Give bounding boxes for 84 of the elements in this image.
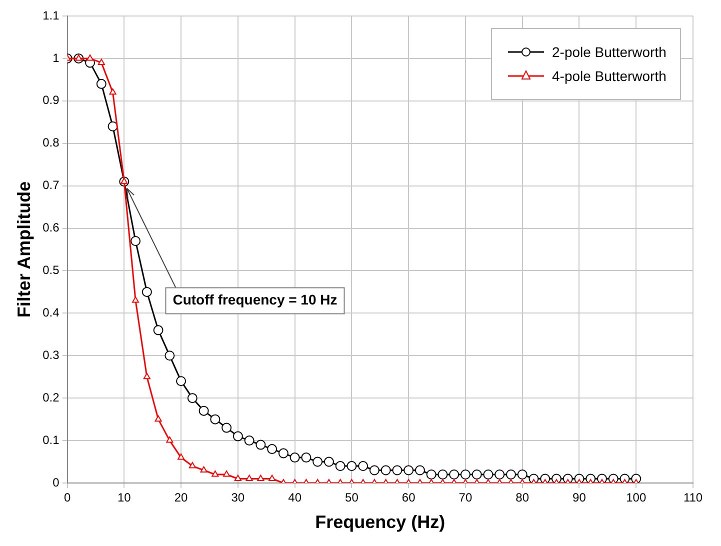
point	[404, 465, 414, 476]
point	[210, 414, 220, 424]
legend-label: 4-pole Butterworth	[552, 68, 666, 84]
point	[98, 58, 105, 65]
point	[109, 88, 116, 95]
point	[200, 466, 208, 473]
point	[86, 54, 94, 61]
point	[392, 465, 402, 476]
point	[153, 325, 164, 336]
point	[166, 436, 174, 443]
point	[335, 461, 346, 472]
point	[244, 436, 254, 446]
point	[369, 465, 380, 476]
point	[290, 452, 300, 463]
point	[256, 440, 266, 450]
point	[212, 470, 219, 477]
point	[324, 456, 334, 467]
point	[449, 470, 460, 480]
point	[483, 470, 494, 480]
y-tick-label: 1.1	[42, 8, 60, 22]
point	[472, 470, 482, 480]
point	[494, 470, 505, 480]
x-tick-label: 70	[458, 490, 472, 505]
point	[426, 470, 436, 480]
point	[223, 470, 230, 477]
point	[517, 470, 528, 480]
point	[438, 470, 448, 480]
point	[154, 415, 162, 422]
point	[222, 422, 232, 433]
x-tick-label: 10	[117, 490, 132, 505]
point	[358, 461, 368, 472]
y-tick-label: 0.3	[42, 348, 60, 362]
y-tick-label: 0.7	[42, 178, 60, 192]
y-tick-label: 0.4	[42, 305, 60, 320]
x-tick-label: 40	[288, 490, 302, 505]
y-tick-label: 0.2	[42, 390, 60, 404]
point	[130, 236, 141, 246]
point	[176, 376, 186, 386]
x-tick-label: 60	[402, 490, 416, 505]
y-tick-label: 1	[52, 50, 60, 65]
point	[187, 393, 198, 404]
point	[346, 461, 357, 472]
x-axis-title: Frequency (Hz)	[315, 512, 446, 532]
y-tick-label: 0.9	[42, 93, 60, 108]
point	[257, 474, 264, 482]
point	[198, 406, 209, 416]
y-tick-label: 0	[52, 475, 60, 490]
point	[132, 296, 140, 303]
point	[143, 372, 150, 380]
point	[301, 452, 312, 463]
point	[108, 121, 118, 132]
x-tick-label: 20	[174, 490, 188, 505]
point	[188, 462, 196, 468]
point	[96, 78, 106, 89]
point	[178, 454, 185, 460]
point	[120, 178, 128, 184]
point	[232, 431, 243, 442]
x-tick-label: 30	[231, 490, 245, 505]
y-tick-label: 0.5	[42, 263, 60, 278]
y-tick-label: 0.1	[42, 432, 60, 447]
x-tick-label: 90	[572, 490, 586, 505]
x-tick-label: 80	[516, 490, 530, 505]
point	[312, 456, 323, 467]
annotation: Cutoff frequency = 10 Hz	[172, 292, 338, 308]
point	[234, 474, 242, 482]
point	[142, 286, 152, 297]
point	[278, 448, 288, 458]
x-tick-label: 50	[345, 490, 359, 505]
y-tick-label: 0.8	[42, 136, 60, 150]
point	[267, 444, 278, 454]
point	[246, 474, 253, 482]
x-tick-label: 110	[683, 490, 703, 505]
x-tick-label: 100	[626, 490, 646, 505]
y-tick-label: 0.6	[42, 220, 60, 235]
point	[506, 470, 516, 480]
point	[75, 54, 82, 61]
point	[380, 465, 391, 476]
legend-label: 2-pole Butterworth	[552, 44, 666, 60]
x-tick-label: 0	[64, 490, 71, 505]
point	[460, 470, 470, 480]
point	[164, 350, 175, 361]
point	[268, 474, 276, 482]
point	[414, 465, 425, 476]
y-axis-title: Filter Amplitude	[14, 181, 34, 318]
